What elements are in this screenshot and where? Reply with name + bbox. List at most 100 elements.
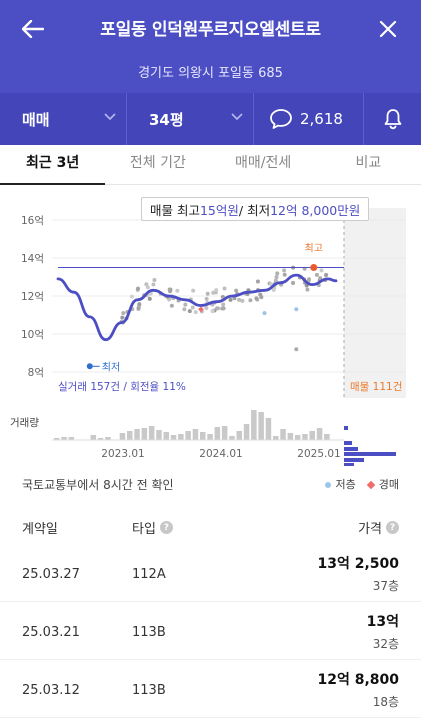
x-tick-label: 2023.01 (101, 448, 144, 460)
row-date: 25.03.12 (22, 683, 80, 698)
chevron-down-icon (104, 113, 116, 121)
row-type: 113B (132, 683, 166, 698)
listing-bar (344, 463, 354, 467)
row-type: 113B (132, 625, 166, 640)
arrow-left-icon (22, 20, 44, 38)
table-header: 계약일 타입 ? 가격 ? (0, 508, 421, 544)
trade-point (151, 282, 156, 287)
trade-point (214, 288, 219, 293)
notification-button[interactable] (364, 93, 421, 145)
legend-auction: 경매 (366, 476, 399, 492)
back-button[interactable] (18, 14, 48, 44)
listing-region (344, 208, 406, 398)
trade-point (152, 277, 157, 282)
row-floor: 18층 (372, 695, 399, 709)
listing-count-label: 매물 111건 (350, 381, 402, 393)
row-type: 112A (132, 567, 166, 582)
data-source: 국토교통부에서 8시간 전 확인 (22, 478, 174, 492)
price-trend-line (56, 273, 338, 342)
listing-bar (344, 426, 348, 430)
tooltip-min: 12억 8,000만원 (270, 202, 361, 218)
trade-point (167, 287, 172, 292)
close-button[interactable] (373, 14, 403, 44)
trade-point (182, 307, 187, 312)
volume-bar (156, 430, 162, 440)
help-icon[interactable]: ? (386, 521, 399, 534)
volume-bar (273, 436, 279, 440)
trade-point (204, 296, 209, 301)
tab-sale-rent[interactable]: 매매/전세 (235, 155, 292, 171)
trade-point (262, 311, 267, 316)
comment-count: 2,618 (300, 110, 343, 128)
header-date: 계약일 (22, 522, 58, 537)
volume-bar (207, 434, 213, 440)
tab-all-period[interactable]: 전체 기간 (129, 155, 186, 171)
trade-point (234, 288, 239, 293)
trade-point (204, 305, 209, 310)
trade-point (221, 302, 226, 307)
trade-point (274, 274, 279, 279)
trade-point (137, 302, 142, 307)
trade-point (169, 303, 174, 308)
table-row[interactable]: 25.03.27 112A 13억 2,500 37층 (0, 544, 421, 602)
table-row[interactable]: 25.03.21 113B 13억 32층 (0, 602, 421, 660)
trade-point (248, 298, 253, 303)
trade-point (144, 282, 149, 287)
page-title: 포일동 인덕원푸르지오엘센트로 (100, 20, 321, 40)
volume-bars (54, 410, 330, 440)
size-select[interactable]: 34평 (127, 93, 254, 145)
tooltip-separator: / 최저 (238, 202, 271, 218)
tooltip-max: 15억원 (199, 202, 239, 218)
volume-bar (265, 418, 272, 440)
volume-bar (105, 437, 111, 440)
trade-point (240, 298, 245, 303)
volume-bar (127, 431, 133, 440)
volume-bar (280, 429, 286, 440)
trade-point (222, 286, 227, 291)
listing-range-tooltip: 매물 최고 15억원 / 최저 12억 8,000만원 (141, 197, 370, 221)
x-tick-label: 2025.01 (297, 448, 340, 460)
row-price: 13억 (366, 614, 399, 630)
period-tabs: 최근 3년 전체 기간 매매/전세 비교 (0, 145, 421, 185)
high-price-marker (310, 264, 318, 271)
price-chart[interactable]: 16억 14억 12억 10억 8억 최고 최저 실거래 157건 / 회전율 11% … (0, 186, 421, 467)
volume-bar (119, 433, 126, 440)
table-row[interactable]: 25.03.12 113B 12억 8,800 18층 (0, 660, 421, 718)
chart-legend: 저층 경매 (324, 476, 399, 492)
listing-bar (344, 441, 352, 445)
tab-recent-3y[interactable]: 최근 3년 (0, 145, 106, 185)
trade-point (324, 272, 329, 277)
y-axis-ticks: 16억 14억 12억 10억 8억 (21, 215, 44, 379)
y-tick-label: 10억 (21, 329, 44, 341)
trade-point (193, 310, 198, 315)
volume-bar (236, 431, 242, 440)
dot-icon (324, 482, 331, 488)
volume-bar (221, 426, 228, 440)
trade-point (294, 347, 299, 352)
volume-bar (148, 426, 155, 440)
x-axis-ticks: 2023.01 2024.01 2025.01 (101, 448, 340, 460)
trade-point (211, 290, 216, 295)
comments-button[interactable]: 2,618 (254, 93, 364, 145)
volume-bar (170, 435, 177, 440)
deal-type-label: 매매 (22, 110, 50, 129)
volume-bar (134, 429, 140, 440)
tooltip-prefix: 매물 최고 (150, 202, 200, 218)
trade-point (220, 306, 225, 311)
bell-icon (384, 109, 401, 130)
trade-point (237, 297, 242, 302)
help-icon[interactable]: ? (159, 521, 173, 534)
trade-point (210, 309, 215, 314)
tab-compare[interactable]: 비교 (355, 155, 382, 171)
volume-bar (229, 436, 235, 440)
trade-point (145, 285, 150, 290)
row-floor: 32층 (372, 637, 399, 651)
trade-point (191, 288, 196, 293)
auction-point (198, 306, 204, 313)
volume-label: 거래량 (10, 417, 39, 429)
deal-type-select[interactable]: 매매 (0, 93, 127, 145)
volume-bar (97, 438, 104, 440)
row-price: 12억 8,800 (317, 672, 399, 688)
low-price-label: 최저 (102, 361, 120, 373)
trade-point (120, 315, 125, 320)
